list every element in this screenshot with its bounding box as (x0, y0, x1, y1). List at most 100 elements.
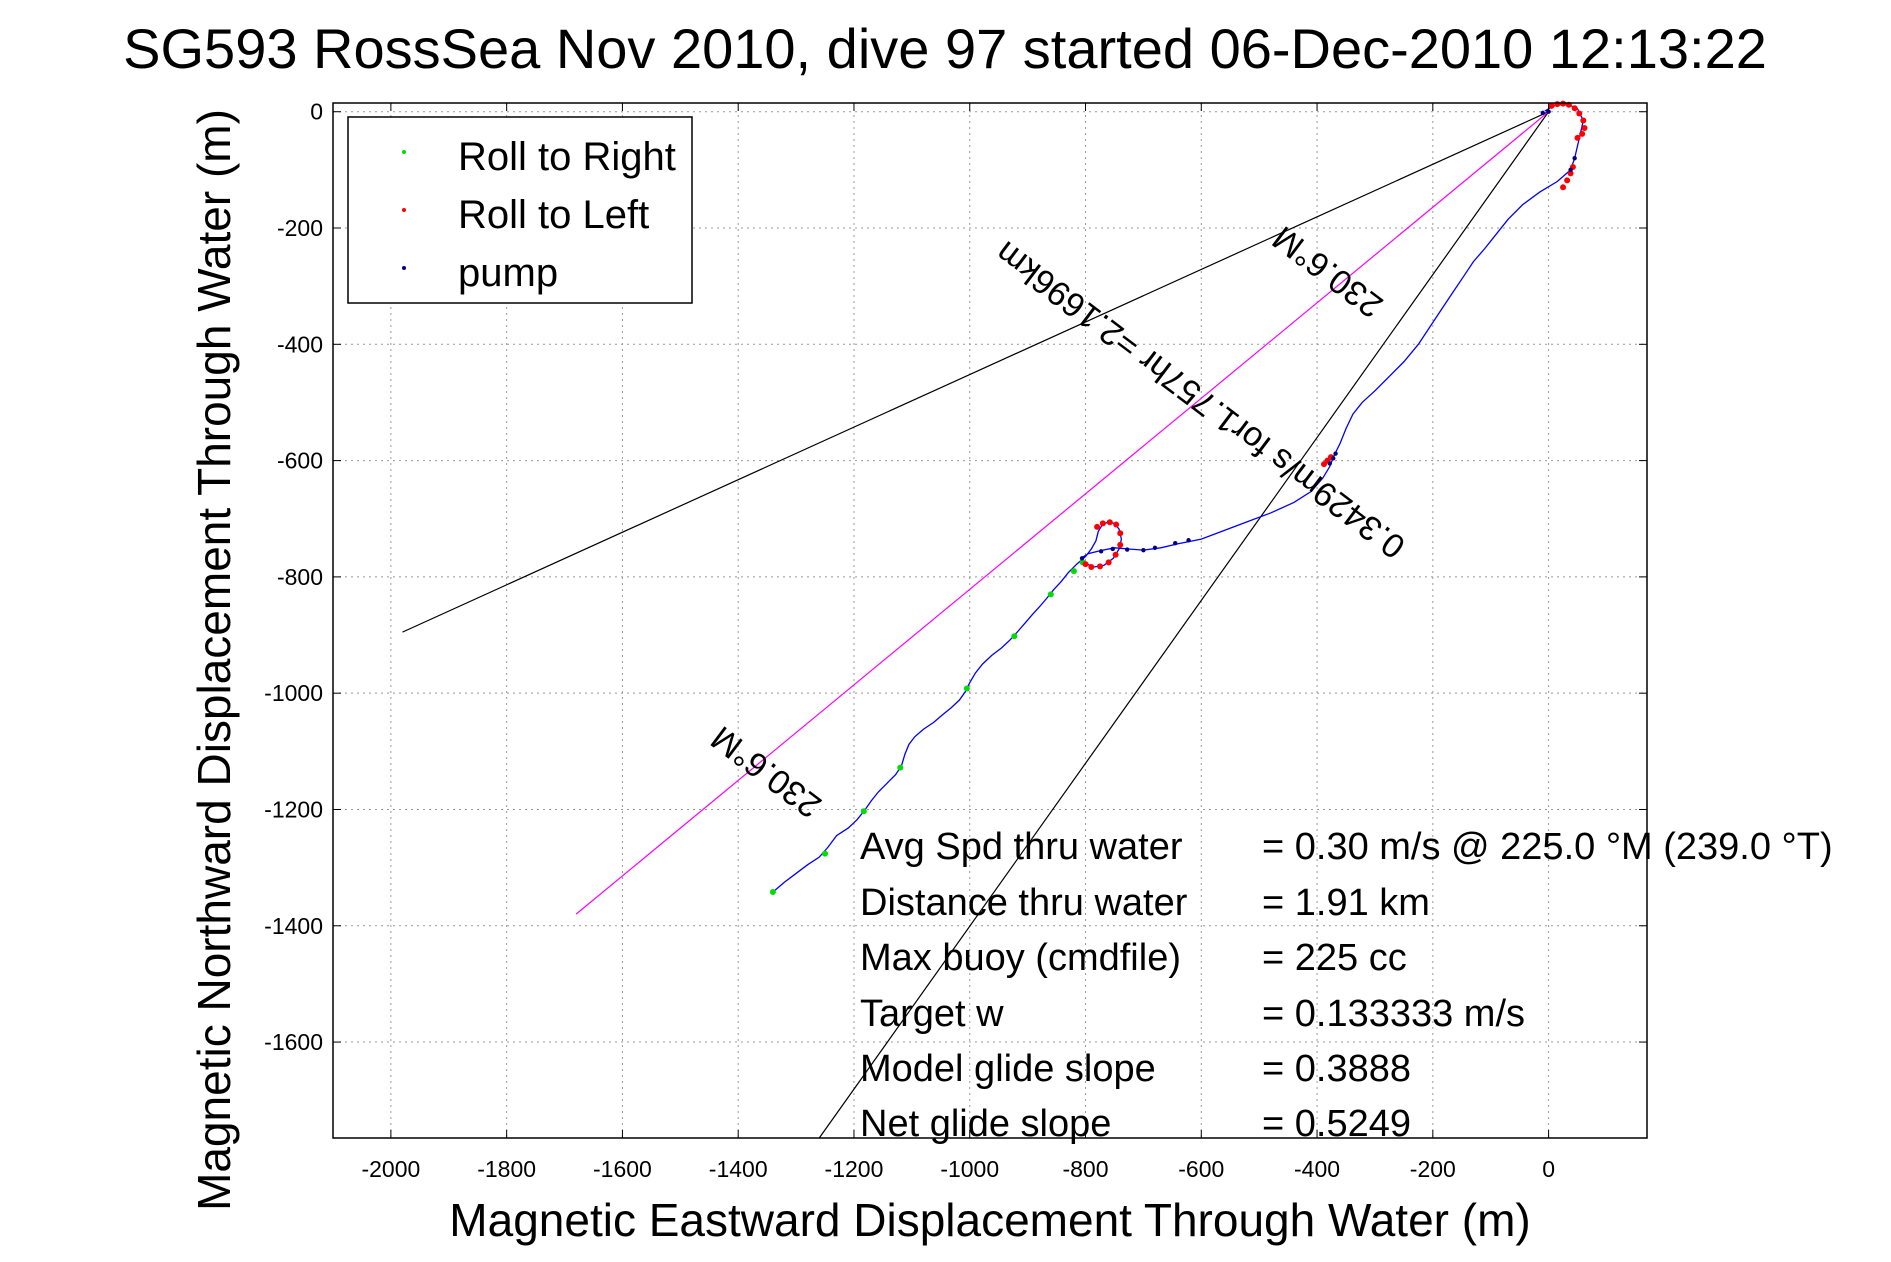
y-tick-label: 0 (310, 99, 323, 125)
reference-line-wedge-lower (818, 111, 1550, 1139)
marker-roll-to-left (1580, 117, 1587, 124)
marker-roll-to-left (1117, 541, 1124, 548)
marker-roll-to-left (1571, 105, 1578, 112)
x-tick-label: -600 (1178, 1156, 1224, 1182)
legend-marker-pump (402, 266, 406, 270)
marker-roll-to-right (769, 889, 776, 896)
x-tick-label: -400 (1294, 1156, 1340, 1182)
marker-roll-to-left (1567, 170, 1574, 177)
marker-pump (1333, 451, 1338, 456)
stat-value-avg-speed: = 0.30 m/s @ 225.0 °M (239.0 °T) (1262, 826, 1833, 868)
marker-roll-to-left (1560, 184, 1567, 191)
marker-roll-to-left (1554, 101, 1561, 108)
y-tick-label: -200 (277, 215, 323, 241)
marker-pump (1572, 156, 1577, 161)
legend-label-roll-left: Roll to Left (458, 193, 649, 237)
marker-pump (1331, 456, 1336, 461)
plot-frame (332, 102, 1648, 1139)
y-tick-label: -600 (277, 448, 323, 474)
axis-ticks: -2000 -1800 -1600 -1400 -1200 -1000 -800 -600 -4… (264, 99, 1647, 1182)
reference-line-wedge-upper (402, 111, 1549, 633)
marker-roll-to-left (1581, 125, 1588, 132)
legend-marker-roll-right (402, 150, 406, 154)
y-tick-label: -800 (277, 564, 323, 590)
marker-roll-to-left (1096, 563, 1103, 570)
stat-value-net-glide: = 0.5249 (1262, 1103, 1411, 1145)
marker-roll-to-left (1094, 523, 1101, 530)
x-tick-label: -1800 (477, 1156, 536, 1182)
marker-layer (769, 100, 1588, 896)
legend-label-roll-right: Roll to Right (458, 135, 676, 179)
chart-title: SG593 RossSea Nov 2010, dive 97 started … (123, 17, 1767, 80)
legend: Roll to Right Roll to Left pump (347, 116, 693, 304)
marker-pump (1568, 167, 1573, 173)
marker-roll-to-left (1564, 177, 1571, 184)
marker-roll-to-left (1574, 134, 1581, 141)
stat-value-target-w: = 0.133333 m/s (1262, 993, 1525, 1035)
stat-value-model-glide: = 0.3888 (1262, 1048, 1411, 1090)
stats-text-box: Avg Spd thru water = 0.30 m/s @ 225.0 °M… (860, 826, 1833, 1145)
marker-roll-to-left (1576, 110, 1583, 117)
reference-lines (402, 111, 1550, 1139)
y-tick-label: -400 (277, 331, 323, 357)
y-tick-label: -1600 (264, 1029, 323, 1055)
track-layer (772, 104, 1585, 893)
marker-pump (1098, 549, 1104, 554)
stat-label-target-w: Target w (860, 993, 1004, 1035)
marker-pump (1141, 547, 1146, 553)
stat-label-max-buoy: Max buoy (cmdfile) (860, 937, 1181, 979)
marker-pump (1173, 540, 1178, 546)
marker-roll-to-left (1548, 102, 1555, 109)
x-tick-label: -1000 (940, 1156, 999, 1182)
reference-line-heading (575, 111, 1549, 915)
marker-pump (1327, 461, 1332, 466)
x-tick-label: -1200 (825, 1156, 884, 1182)
marker-roll-to-left (1105, 559, 1112, 566)
stat-label-avg-speed: Avg Spd thru water (860, 826, 1183, 868)
marker-roll-to-left (1113, 521, 1120, 528)
x-tick-label: -1400 (709, 1156, 768, 1182)
marker-roll-to-right (822, 850, 829, 857)
x-tick-label: -800 (1062, 1156, 1108, 1182)
stat-label-model-glide: Model glide slope (860, 1048, 1156, 1090)
marker-roll-to-right (860, 808, 867, 815)
marker-roll-to-left (1112, 551, 1119, 558)
y-tick-label: -1200 (264, 796, 323, 822)
marker-roll-to-left (1106, 519, 1113, 526)
marker-pump (1186, 538, 1191, 543)
marker-pump (1540, 110, 1546, 116)
marker-roll-to-left (1082, 561, 1089, 568)
x-tick-label: -200 (1410, 1156, 1456, 1182)
x-tick-label: -1600 (593, 1156, 652, 1182)
marker-pump (1546, 109, 1551, 114)
marker-roll-to-left (1117, 530, 1124, 537)
marker-pump (1110, 546, 1115, 552)
x-axis-label: Magnetic Eastward Displacement Through W… (449, 1194, 1530, 1246)
x-tick-label: 0 (1542, 1156, 1555, 1182)
marker-roll-to-right (897, 764, 904, 771)
marker-roll-to-left (1099, 520, 1106, 527)
stat-label-distance: Distance thru water (860, 882, 1188, 924)
legend-label-pump: pump (458, 251, 558, 295)
marker-roll-to-right (1047, 591, 1054, 598)
y-tick-label: -1000 (264, 680, 323, 706)
stat-value-max-buoy: = 225 cc (1262, 937, 1407, 979)
marker-pump (1079, 556, 1085, 561)
marker-roll-to-left (1088, 564, 1095, 571)
legend-marker-roll-left (402, 208, 406, 212)
glider-track-line (772, 104, 1585, 893)
stat-label-net-glide: Net glide slope (860, 1103, 1111, 1145)
marker-pump (1124, 547, 1130, 552)
y-axis-label: Magnetic Northward Displacement Through … (188, 109, 240, 1211)
marker-pump (1152, 545, 1158, 551)
marker-roll-to-left (1579, 130, 1586, 137)
y-tick-label: -1400 (264, 913, 323, 939)
stat-value-distance: = 1.91 km (1262, 882, 1430, 924)
grid (333, 103, 1647, 1138)
marker-roll-to-right (1011, 633, 1018, 640)
marker-roll-to-right (963, 685, 970, 692)
x-tick-label: -2000 (361, 1156, 420, 1182)
marker-roll-to-right (1070, 568, 1077, 575)
